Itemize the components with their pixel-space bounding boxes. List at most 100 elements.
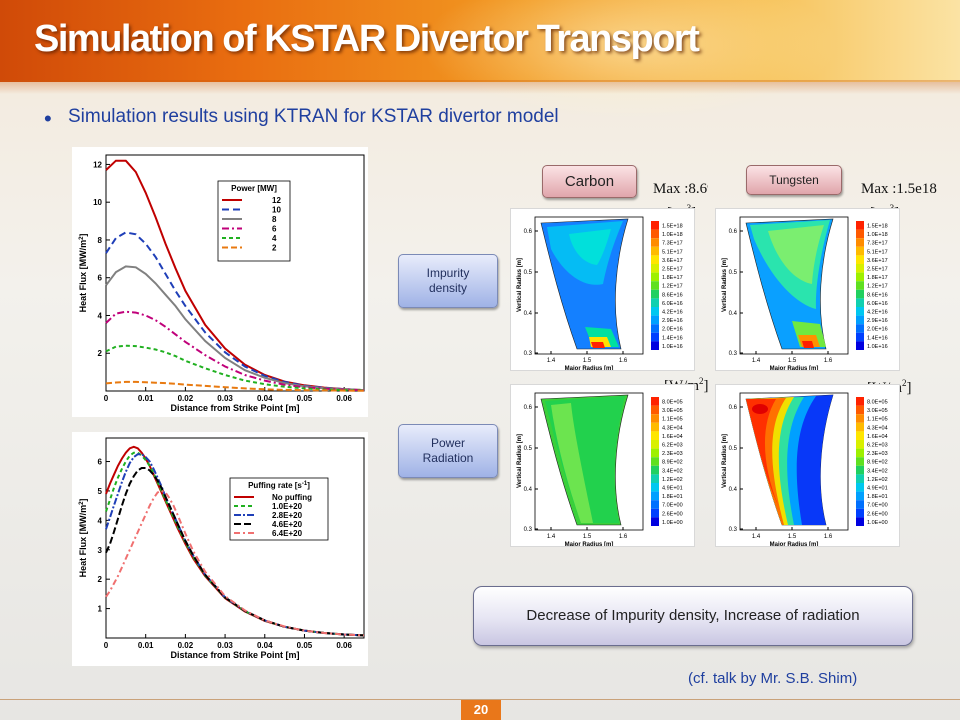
plot-frame bbox=[105, 437, 365, 639]
map-band bbox=[551, 403, 593, 523]
puffing-heat-flux-chart: 0 0.01 0.02 0.03 0.04 0.05 0.06 1 2 3 4 5 6 Distance … bbox=[72, 432, 368, 666]
conclusion-box: Decrease of Impurity density, Increase o… bbox=[473, 586, 913, 646]
map-legend-swatch bbox=[651, 246, 659, 256]
legend: Puffing rate [s-1] No puffing1.0E+202.8E+… bbox=[229, 477, 329, 541]
map-legend-swatch bbox=[856, 474, 864, 483]
map-legend-label: 1.2E+02 bbox=[867, 477, 888, 483]
banner-glow bbox=[420, 0, 840, 120]
map-legend-label: 7.3E+17 bbox=[867, 241, 888, 247]
map-legend-label: 8.6E+16 bbox=[867, 292, 888, 298]
impurity-density-label: Impurity density bbox=[398, 254, 498, 308]
map-legend-swatch bbox=[856, 264, 864, 273]
x-tick-label: 0.02 bbox=[178, 641, 194, 650]
map-y-axis-label: Vertical Radius [m] bbox=[722, 434, 728, 488]
map-legend-label: 1.0E+18 bbox=[662, 232, 683, 238]
map-legend-swatch bbox=[651, 238, 659, 247]
map-legend-label: 8.9E+02 bbox=[662, 460, 683, 466]
series-line bbox=[105, 445, 365, 637]
map-legend-swatch bbox=[856, 324, 864, 333]
x-tick-label: 0.02 bbox=[178, 394, 194, 403]
map-legend-label: 1.6E+04 bbox=[662, 434, 683, 440]
map-legend-label: 8.0E+05 bbox=[662, 400, 683, 406]
x-tick-label: 0.03 bbox=[217, 394, 233, 403]
x-tick-label: 0.05 bbox=[297, 394, 313, 403]
map-legend-label: 1.1E+05 bbox=[662, 417, 683, 423]
map-x-tick-label: 1.4 bbox=[752, 358, 761, 364]
x-tick-label: 0.04 bbox=[257, 394, 273, 403]
map-x-tick-label: 1.5 bbox=[788, 534, 797, 540]
map-x-tick-label: 1.4 bbox=[752, 534, 761, 540]
x-tick-label: 0.06 bbox=[336, 394, 352, 403]
map-legend-label: 1.5E+18 bbox=[867, 224, 888, 230]
map-legend-label: 2.3E+03 bbox=[867, 451, 888, 457]
x-tick-label: 0.04 bbox=[257, 641, 273, 650]
map-field bbox=[540, 218, 629, 350]
map-legend-swatch bbox=[651, 422, 659, 432]
map-legend-label: 2.0E+16 bbox=[867, 327, 888, 333]
map-legend-label: 2.3E+03 bbox=[662, 451, 683, 457]
tungsten-power-map: 1.4 1.5 1.6 0.6 0.5 0.4 0.3 Major Radius [m] Ver… bbox=[715, 384, 900, 547]
map-band bbox=[569, 229, 611, 265]
legend-label: 8 bbox=[272, 215, 277, 224]
map-legend-label: 2.5E+17 bbox=[662, 267, 683, 273]
map-legend-label: 4.9E+01 bbox=[662, 486, 683, 492]
impurity-label-line2: density bbox=[428, 281, 468, 295]
map-legend-label: 1.6E+04 bbox=[867, 434, 888, 440]
map-legend-label: 2.0E+16 bbox=[662, 327, 683, 333]
x-tick-label: 0.03 bbox=[217, 641, 233, 650]
y-axis-label: Heat Flux [MW/m2] bbox=[78, 499, 88, 578]
map-legend-label: 7.3E+17 bbox=[662, 241, 683, 247]
legend-title: Power [MW] bbox=[231, 184, 277, 193]
x-axis-label: Distance from Strike Point [m] bbox=[170, 650, 299, 660]
map-legend-label: 3.4E+02 bbox=[662, 468, 683, 474]
map-legend-label: 1.2E+17 bbox=[662, 284, 683, 290]
map-y-tick-label: 0.4 bbox=[524, 487, 533, 493]
map-legend-label: 2.5E+17 bbox=[867, 267, 888, 273]
map-y-tick-label: 0.6 bbox=[524, 405, 533, 411]
map-y-tick-label: 0.4 bbox=[524, 311, 533, 317]
citation: (cf. talk by Mr. S.B. Shim) bbox=[688, 670, 858, 687]
map-x-tick-label: 1.4 bbox=[547, 358, 556, 364]
x-tick-label: 0 bbox=[104, 641, 109, 650]
map-legend-label: 7.0E+00 bbox=[662, 503, 683, 509]
map-y-tick-label: 0.5 bbox=[524, 270, 533, 276]
legend-box bbox=[217, 180, 291, 262]
map-y-tick-label: 0.3 bbox=[524, 527, 533, 533]
map-legend-label: 4.2E+16 bbox=[662, 310, 683, 316]
map-legend-swatch bbox=[856, 457, 864, 466]
legend-label: 2.8E+20 bbox=[272, 511, 303, 520]
map-legend-swatch bbox=[651, 298, 659, 307]
map-legend-label: 1.1E+05 bbox=[867, 417, 888, 423]
map-y-tick-label: 0.3 bbox=[729, 527, 738, 533]
map-legend-swatch bbox=[651, 272, 659, 282]
map-legend-swatch bbox=[856, 448, 864, 458]
banner-shadow bbox=[0, 80, 960, 94]
map-legend-swatch bbox=[651, 448, 659, 458]
map-legend-swatch bbox=[856, 255, 864, 264]
map-x-tick-label: 1.5 bbox=[788, 358, 797, 364]
y-tick-label: 2 bbox=[98, 575, 103, 584]
map-legend-label: 1.8E+17 bbox=[867, 275, 888, 281]
map-legend-swatch bbox=[651, 405, 659, 415]
map-x-tick-label: 1.5 bbox=[583, 534, 592, 540]
map-legend-label: 3.0E+05 bbox=[662, 408, 683, 414]
map-x-tick-label: 1.6 bbox=[619, 358, 628, 364]
map-frame bbox=[534, 392, 644, 531]
map-legend-label: 1.2E+02 bbox=[662, 477, 683, 483]
map-legend-swatch bbox=[651, 414, 659, 423]
map-legend-label: 8.6E+16 bbox=[662, 292, 683, 298]
map-legend-label: 2.6E+00 bbox=[867, 511, 888, 517]
map-x-tick-label: 1.4 bbox=[547, 534, 556, 540]
map-legend-swatch bbox=[856, 431, 864, 440]
map-y-tick-label: 0.6 bbox=[524, 229, 533, 235]
carbon-max-annotation: Max :8.69e17 bbox=[653, 181, 708, 197]
map-legend-label: 1.0E+16 bbox=[867, 344, 888, 350]
map-field bbox=[745, 394, 834, 526]
power-heat-flux-chart: 0 0.01 0.02 0.03 0.04 0.05 0.06 2 4 6 8 10 12 Distanc… bbox=[72, 147, 368, 417]
map-x-tick-label: 1.6 bbox=[619, 534, 628, 540]
series-line bbox=[105, 310, 365, 392]
map-x-axis-label: Major Radius [m] bbox=[770, 542, 819, 547]
legend-box bbox=[229, 477, 329, 541]
map-legend-label: 1.5E+18 bbox=[662, 224, 683, 230]
